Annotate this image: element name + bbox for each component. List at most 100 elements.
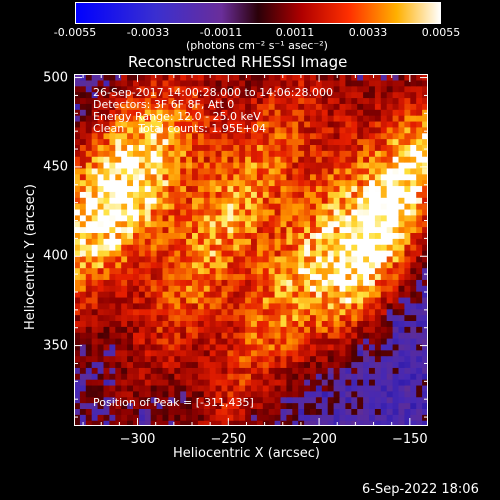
- heatmap-cell: [115, 203, 122, 210]
- heatmap-cell: [392, 279, 400, 286]
- heatmap-cell: [79, 150, 87, 157]
- heatmap-cell: [268, 173, 276, 181]
- heatmap-cell: [404, 384, 411, 392]
- heatmap-cell: [298, 138, 305, 145]
- heatmap-cell: [333, 291, 341, 298]
- heatmap-cell: [127, 373, 134, 380]
- heatmap-cell: [298, 302, 305, 310]
- heatmap-cell: [327, 191, 335, 198]
- heatmap-cell: [133, 355, 140, 363]
- heatmap-cell: [404, 179, 411, 187]
- heatmap-cell: [233, 162, 240, 169]
- heatmap-cell: [422, 285, 428, 292]
- heatmap-cell: [404, 197, 411, 204]
- heatmap-cell: [91, 226, 99, 233]
- heatmap-cell: [422, 302, 428, 310]
- heatmap-cell: [268, 167, 276, 175]
- heatmap-cell: [168, 109, 175, 116]
- heatmap-cell: [74, 226, 81, 233]
- heatmap-cell: [203, 97, 211, 104]
- heatmap-cell: [363, 179, 370, 187]
- heatmap-cell: [386, 367, 394, 374]
- heatmap-cell: [115, 291, 122, 298]
- heatmap-cell: [327, 420, 335, 426]
- heatmap-cell: [192, 115, 199, 122]
- heatmap-cell: [404, 402, 411, 409]
- heatmap-cell: [121, 314, 128, 321]
- heatmap-cell: [339, 255, 346, 263]
- heatmap-cell: [186, 250, 193, 257]
- heatmap-cell: [121, 291, 128, 298]
- heatmap-cell: [315, 379, 323, 386]
- heatmap-cell: [144, 109, 152, 116]
- heatmap-cell: [392, 308, 400, 316]
- heatmap-cell: [197, 390, 205, 398]
- heatmap-cell: [369, 320, 376, 327]
- heatmap-cell: [280, 373, 287, 380]
- heatmap-cell: [162, 115, 169, 122]
- heatmap-cell: [245, 343, 252, 351]
- heatmap-cell: [404, 326, 411, 333]
- heatmap-cell: [138, 373, 146, 380]
- heatmap-cell: [150, 173, 158, 181]
- heatmap-cell: [345, 244, 352, 251]
- heatmap-cell: [310, 384, 317, 392]
- heatmap-cell: [251, 373, 258, 380]
- heatmap-cell: [380, 203, 388, 210]
- heatmap-cell: [109, 302, 116, 310]
- heatmap-cell: [133, 185, 140, 192]
- heatmap-cell: [422, 238, 428, 245]
- heatmap-cell: [85, 355, 93, 363]
- heatmap-cell: [327, 349, 335, 357]
- heatmap-cell: [79, 390, 87, 398]
- heatmap-cell: [374, 150, 382, 157]
- heatmap-cell: [97, 150, 105, 157]
- heatmap-cell: [351, 132, 358, 140]
- heatmap-cell: [221, 390, 228, 398]
- heatmap-cell: [280, 267, 287, 275]
- heatmap-cell: [357, 367, 364, 374]
- heatmap-cell: [91, 74, 99, 81]
- heatmap-cell: [422, 156, 428, 163]
- heatmap-cell: [227, 173, 234, 181]
- heatmap-cell: [292, 361, 299, 368]
- heatmap-cell: [127, 261, 134, 269]
- heatmap-cell: [268, 150, 276, 157]
- heatmap-cell: [180, 414, 187, 421]
- heatmap-cell: [416, 115, 423, 122]
- heatmap-cell: [144, 191, 152, 198]
- heatmap-cell: [310, 173, 317, 181]
- heatmap-cell: [203, 197, 211, 204]
- heatmap-cell: [374, 191, 382, 198]
- heatmap-cell: [192, 308, 199, 316]
- heatmap-cell: [168, 332, 175, 339]
- heatmap-cell: [386, 74, 394, 81]
- heatmap-cell: [127, 367, 134, 374]
- heatmap-cell: [345, 197, 352, 204]
- heatmap-cell: [315, 91, 323, 99]
- heatmap-cell: [133, 103, 140, 110]
- heatmap-cell: [268, 314, 276, 321]
- heatmap-cell: [351, 396, 358, 404]
- heatmap-cell: [85, 220, 93, 228]
- heatmap-cell: [109, 355, 116, 363]
- heatmap-cell: [115, 326, 122, 333]
- heatmap-cell: [339, 173, 346, 181]
- heatmap-cell: [174, 302, 181, 310]
- heatmap-cell: [369, 250, 376, 257]
- heatmap-cell: [192, 250, 199, 257]
- heatmap-cell: [74, 255, 81, 263]
- heatmap-cell: [386, 250, 394, 257]
- heatmap-cell: [262, 384, 270, 392]
- heatmap-cell: [339, 232, 346, 239]
- heatmap-cell: [203, 208, 211, 216]
- heatmap-cell: [286, 408, 293, 415]
- heatmap-cell: [103, 285, 110, 292]
- heatmap-cell: [74, 361, 81, 368]
- heatmap-cell: [380, 173, 388, 181]
- heatmap-cell: [410, 308, 417, 316]
- heatmap-cell: [138, 208, 146, 216]
- heatmap-cell: [245, 226, 252, 233]
- heatmap-cell: [339, 162, 346, 169]
- heatmap-cell: [422, 132, 428, 140]
